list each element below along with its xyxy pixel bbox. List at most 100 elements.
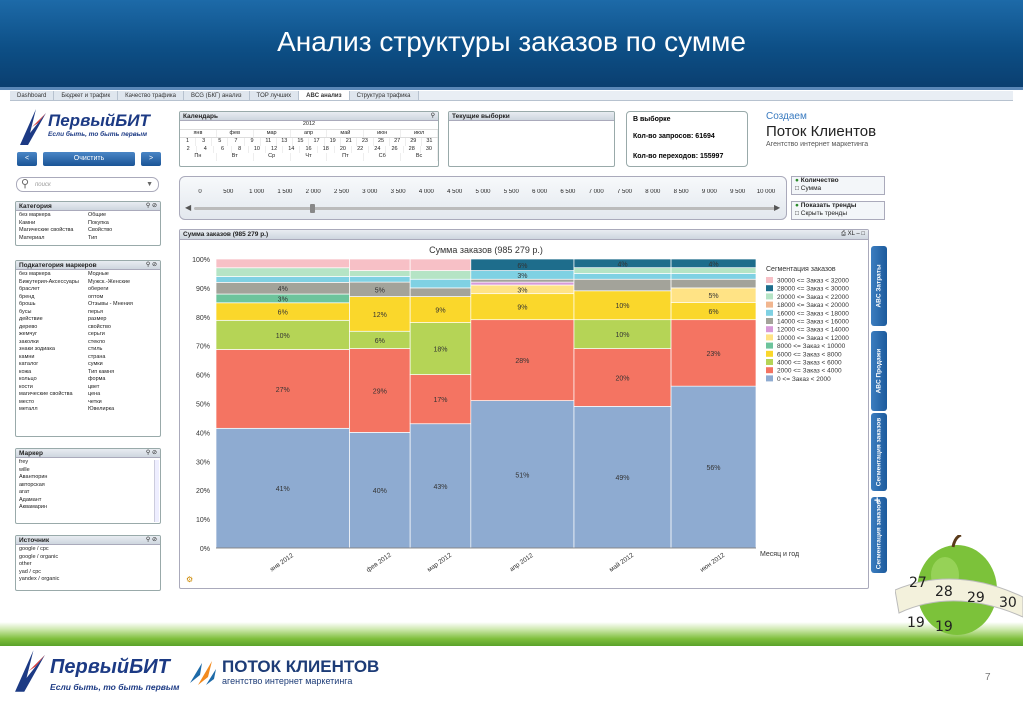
legend-item[interactable]: 16000 <= Заказ < 18000 <box>777 310 849 317</box>
list-item[interactable]: магические свойства <box>19 391 73 397</box>
bar-segment[interactable] <box>215 276 350 283</box>
bar-segment[interactable] <box>349 270 411 277</box>
calendar-month[interactable]: июл <box>401 129 438 137</box>
bar-segment[interactable] <box>670 319 757 387</box>
list-item[interactable]: серьги <box>88 331 105 337</box>
calendar-day[interactable]: 30 <box>421 145 438 153</box>
list-item[interactable]: Камни <box>19 219 36 226</box>
slider-track[interactable] <box>194 207 778 210</box>
slider-handle[interactable] <box>310 204 315 213</box>
list-item[interactable]: Покупка <box>88 219 109 226</box>
legend-item[interactable]: 8000 <= Заказ < 10000 <box>777 343 846 350</box>
search-icon[interactable]: ⚲ ⊘ <box>145 203 157 209</box>
tab-3[interactable]: BCG (БКГ) анализ <box>183 91 250 100</box>
list-item[interactable]: google / cpc <box>19 546 49 552</box>
search-icon[interactable]: ⚲ ⊘ <box>145 262 157 268</box>
bar-segment[interactable] <box>215 267 350 277</box>
side-tab-1[interactable]: ABC Продажи <box>871 331 887 411</box>
bar-segment[interactable] <box>349 275 411 283</box>
list-item[interactable]: форма <box>88 376 106 382</box>
calendar-day[interactable]: 10 <box>249 145 267 153</box>
prev-button[interactable]: < <box>17 152 37 166</box>
list-item[interactable]: размер <box>88 316 107 322</box>
list-item[interactable]: брошь <box>19 301 36 307</box>
legend-item[interactable]: 14000 <= Заказ < 16000 <box>777 319 849 326</box>
calendar-day[interactable]: 1 <box>180 138 197 146</box>
search-icon[interactable]: ⚲ <box>430 113 435 119</box>
list-item[interactable]: обереги <box>88 286 109 292</box>
legend-item[interactable]: 30000 <= Заказ < 32000 <box>777 278 849 285</box>
list-item[interactable]: Магические свойства <box>19 227 74 233</box>
list-item[interactable]: бренд <box>19 293 35 300</box>
list-item[interactable]: место <box>19 398 35 405</box>
bar-segment[interactable] <box>409 374 472 425</box>
list-item[interactable]: Мужск.-Женские <box>88 278 131 285</box>
bar-segment[interactable] <box>670 385 757 549</box>
add-icon[interactable]: + <box>874 495 881 507</box>
list-item[interactable]: цена <box>88 391 101 397</box>
calendar-day[interactable]: 26 <box>386 145 404 153</box>
bar-segment[interactable] <box>349 348 411 433</box>
list-item[interactable]: Ювелирка <box>88 406 115 412</box>
search-icon[interactable]: ⚲ ⊘ <box>145 450 157 456</box>
calendar-day[interactable]: 20 <box>335 145 353 153</box>
list-item[interactable]: заколки <box>19 338 39 345</box>
list-item[interactable]: frey <box>19 459 29 465</box>
calendar-weekday[interactable]: Сб <box>364 153 402 161</box>
list-item[interactable]: Тип <box>88 234 98 241</box>
list-item[interactable]: цвет <box>88 383 100 390</box>
list-item[interactable]: агат <box>19 489 30 495</box>
calendar-day[interactable]: 31 <box>422 138 438 146</box>
bar-segment[interactable] <box>670 278 757 289</box>
tab-4[interactable]: TOP лучших <box>249 91 300 100</box>
bar-segment[interactable] <box>409 270 472 280</box>
list-item[interactable]: Адамант <box>19 496 42 503</box>
calendar-month[interactable]: мар <box>254 129 291 137</box>
list-item[interactable]: other <box>19 561 32 567</box>
bar-segment[interactable] <box>573 406 672 549</box>
side-tab-2[interactable]: Сегментация заказов <box>871 413 887 491</box>
tab-2[interactable]: Качество трафика <box>118 91 184 100</box>
calendar-weekday[interactable]: Вт <box>217 153 254 161</box>
list-item[interactable]: металл <box>19 406 38 412</box>
bar-segment[interactable] <box>670 267 757 274</box>
scrollbar[interactable] <box>154 460 159 522</box>
calendar-day[interactable]: 3 <box>196 138 213 146</box>
list-item[interactable]: стиль <box>88 346 103 352</box>
bar-segment[interactable] <box>215 258 350 269</box>
calendar-day[interactable]: 4 <box>197 145 215 153</box>
search-input[interactable]: ⚲ поиск ▼ <box>16 177 159 192</box>
tab-5[interactable]: ABC анализ <box>299 91 350 100</box>
amount-slider[interactable]: 0 500 1 000 1 500 2 000 2 500 3 000 3 500 4 000 4… <box>179 176 787 220</box>
list-item[interactable]: yad / cpc <box>19 568 42 575</box>
bar-segment[interactable] <box>409 258 472 271</box>
list-item[interactable]: Бижутерия-Аксессуары <box>19 278 79 285</box>
bar-segment[interactable] <box>573 267 672 274</box>
window-controls-icon[interactable]: ⎙ XL – □ <box>841 231 865 237</box>
calendar-month[interactable]: янв <box>180 129 217 137</box>
bar-segment[interactable] <box>470 319 575 401</box>
calendar-day[interactable]: 23 <box>357 138 374 146</box>
list-item[interactable]: стекло <box>88 338 106 345</box>
legend-item[interactable]: 20000 <= Заказ < 22000 <box>777 294 849 301</box>
list-item[interactable]: жемчуг <box>19 331 38 337</box>
side-tab-3[interactable]: Сегментация заказов <box>871 497 887 573</box>
list-item[interactable]: страна <box>88 353 106 360</box>
bar-segment[interactable] <box>215 349 350 429</box>
calendar-day[interactable]: 14 <box>283 145 301 153</box>
arrow-left-icon[interactable]: ◀ <box>185 203 192 212</box>
list-item[interactable]: wille <box>19 466 30 473</box>
list-item[interactable]: Авантюрин <box>19 474 48 480</box>
search-icon[interactable]: ⚲ ⊘ <box>145 537 157 543</box>
calendar-weekday[interactable]: Чт <box>291 153 328 161</box>
bar-segment[interactable] <box>349 296 411 332</box>
calendar-day[interactable]: 12 <box>266 145 284 153</box>
calendar-day[interactable]: 2 <box>180 145 198 153</box>
calendar-weekday[interactable]: Ср <box>254 153 291 161</box>
list-item[interactable]: Модные <box>88 271 109 277</box>
bar-segment[interactable] <box>409 278 472 289</box>
bar-segment[interactable] <box>409 296 472 323</box>
bar-segment[interactable] <box>409 287 472 297</box>
calendar-day[interactable]: 29 <box>406 138 422 146</box>
list-item[interactable]: google / organic <box>19 553 59 560</box>
